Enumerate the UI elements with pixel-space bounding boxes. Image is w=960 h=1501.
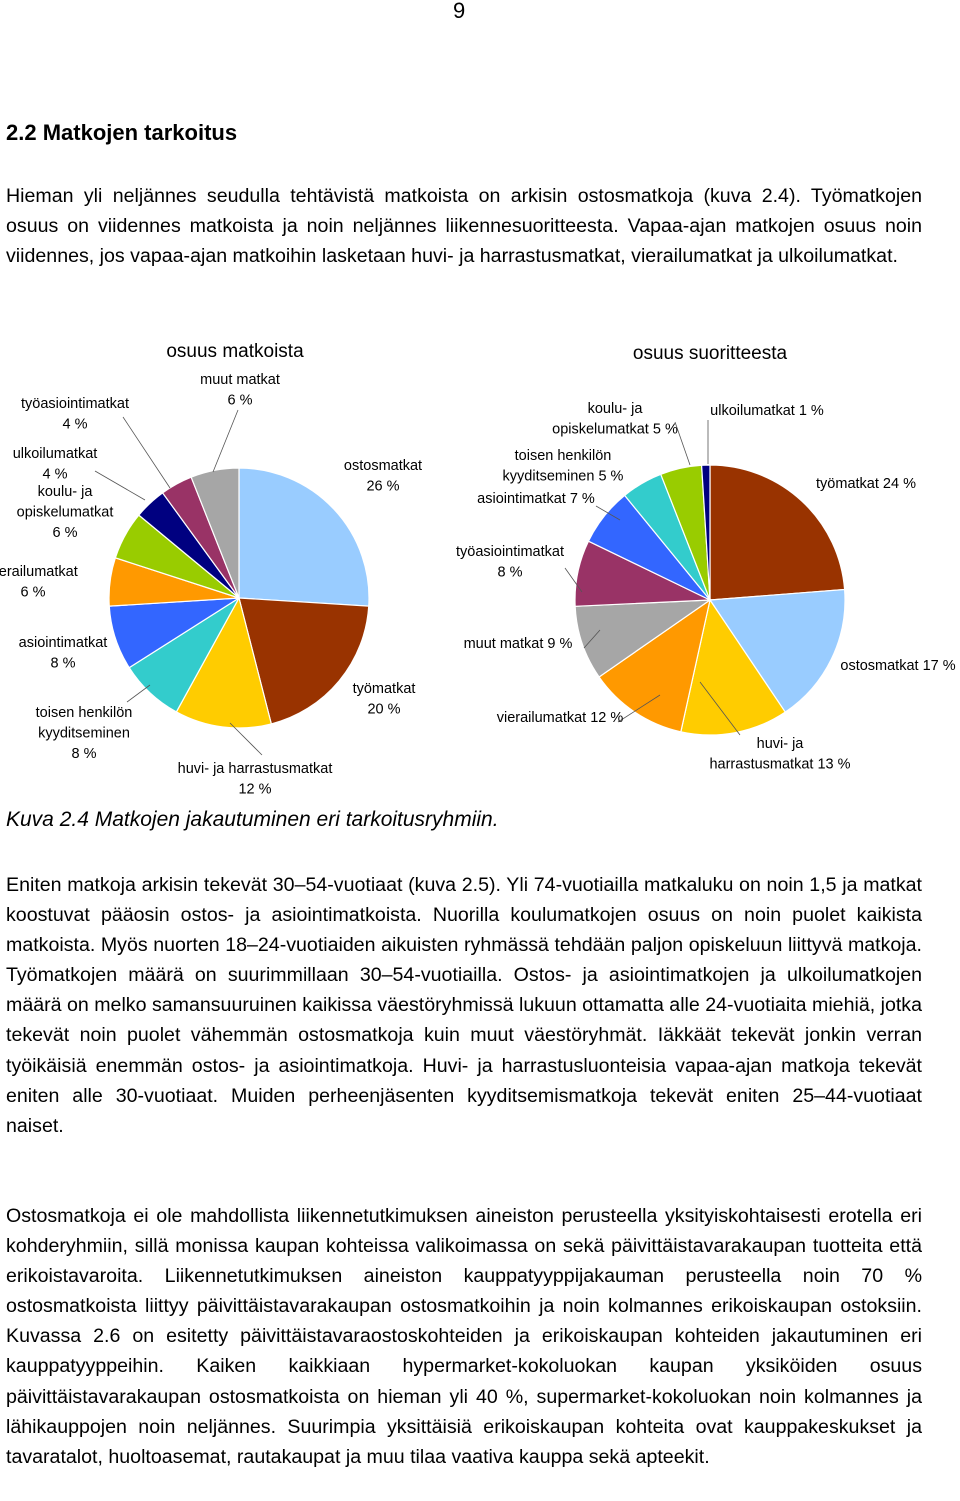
chart2-labels: työmatkat 24 % ostosmatkat 17 % huvi- ja ha… bbox=[456, 401, 956, 773]
section-heading: 2.2 Matkojen tarkoitus bbox=[6, 120, 238, 145]
shopping-paragraph: Ostosmatkoja ei ole mahdollista liikenne… bbox=[6, 1205, 922, 1468]
chart1-label-työmatkat: työmatkat 20 % bbox=[353, 681, 416, 718]
chart2-pie bbox=[574, 464, 846, 736]
chart1-slice-työmatkat bbox=[238, 597, 370, 725]
chart2-label-ostosmatkat: ostosmatkat 17 % bbox=[840, 658, 955, 674]
chart2-label-asiointimatkat: asiointimatkat 7 % bbox=[477, 491, 595, 507]
chart1-label-koulu-ja-opiskelumatkat: koulu- ja opiskelumatkat 6 % bbox=[17, 484, 114, 541]
chart1-leader-työasiointimatkat bbox=[122, 416, 171, 489]
chart1-slice-muut-matkat bbox=[190, 467, 240, 599]
chart2-leader-huvi-ja-harrastusmatkat bbox=[699, 681, 741, 736]
chart2-title: osuus suoritteesta bbox=[633, 343, 788, 364]
chart2-leader-muut-matkat bbox=[583, 629, 601, 649]
chart2-label-huvi-ja-harrastusmatkat: huvi- ja harrastusmatkat 13 % bbox=[709, 736, 850, 773]
chart2-label-koulu-ja-opiskelumatkat: koulu- ja opiskelumatkat 5 % bbox=[552, 401, 678, 438]
chart1-label-ostosmatkat: ostosmatkat 26 % bbox=[344, 458, 422, 495]
chart1-leader-huvi-ja-harrastusmatkat bbox=[229, 722, 263, 756]
chart1-label-työasiointimatkat: työasiointimatkat 4 % bbox=[21, 396, 129, 433]
chart1-leader-toisen-henkilön-kyydit-seminen bbox=[126, 684, 151, 703]
chart1-label-toisen-henkilön-kyydit-seminen: toisen henkilön kyyditseminen 8 % bbox=[36, 705, 133, 762]
chart2-leader-työasiointimatkat bbox=[564, 567, 583, 593]
chart1-leader-ulkoilumatkat bbox=[94, 470, 146, 501]
chart2-slice-ulkoilumatkat bbox=[700, 464, 711, 601]
chart2-slice-huvi-ja-harrastusmatkat bbox=[680, 598, 787, 736]
chart2-label-ulkoilumatkat: ulkoilumatkat 1 % bbox=[710, 403, 824, 419]
figure-caption: Kuva 2.4 Matkojen jakautuminen eri tarko… bbox=[6, 808, 499, 831]
figure-charts: osuus matkoista osuus suoritteesta ostos… bbox=[0, 341, 956, 798]
age-paragraph: Eniten matkoja arkisin tekevät 30–54-vuo… bbox=[6, 874, 922, 1137]
chart1-leader-muut-matkat bbox=[212, 409, 239, 473]
chart2-label-toisen-henkilön-kyydit-seminen: toisen henkilön kyyditseminen 5 % bbox=[503, 448, 624, 485]
chart1-labels: ostosmatkat 26 % työmatkat 20 % huvi- ja har… bbox=[0, 372, 422, 798]
chart2-leader-asiointimatkat bbox=[595, 505, 621, 521]
intro-paragraph: Hieman yli neljännes seudulla tehtävistä… bbox=[6, 185, 922, 268]
chart1-label-muut-matkat: muut matkat 6 % bbox=[200, 372, 280, 409]
chart2-label-työmatkat: työmatkat 24 % bbox=[816, 476, 916, 492]
chart1-label-huvi-ja-harrastusmatkat: huvi- ja harrastusmatkat 12 % bbox=[178, 761, 333, 798]
chart2-slice-työmatkat bbox=[709, 464, 846, 601]
chart2-slice-vierailumatkat bbox=[598, 598, 711, 733]
chart1-pie bbox=[108, 467, 370, 729]
chart2-leader-koulu-ja-opiskelumatkat bbox=[674, 421, 691, 466]
chart2-label-työasiointimatkat: työasiointimatkat 8 % bbox=[456, 544, 564, 581]
chart2-leaders bbox=[564, 420, 741, 736]
chart1-label-asiointimatkat: asiointimatkat 8 % bbox=[19, 635, 108, 672]
chart1-label-ulkoilumatkat: ulkoilumatkat 4 % bbox=[13, 446, 98, 483]
chart1-slice-huvi-ja-harrastusmatkat bbox=[175, 596, 273, 729]
chart2-leader-vierailumatkat bbox=[617, 694, 661, 723]
chart1-label-vierailumatkat: vierailumatkat6 % bbox=[0, 564, 78, 601]
page-number: 9 bbox=[453, 0, 466, 23]
chart1-leaders bbox=[94, 409, 263, 756]
chart2-slice-ostosmatkat bbox=[708, 588, 846, 713]
chart2-label-vierailumatkat: vierailumatkat 12 % bbox=[497, 710, 624, 726]
chart2-label-muut-matkat: muut matkat 9 % bbox=[464, 636, 573, 652]
chart1-slice-ostosmatkat bbox=[238, 467, 370, 607]
chart1-title: osuus matkoista bbox=[166, 341, 304, 362]
